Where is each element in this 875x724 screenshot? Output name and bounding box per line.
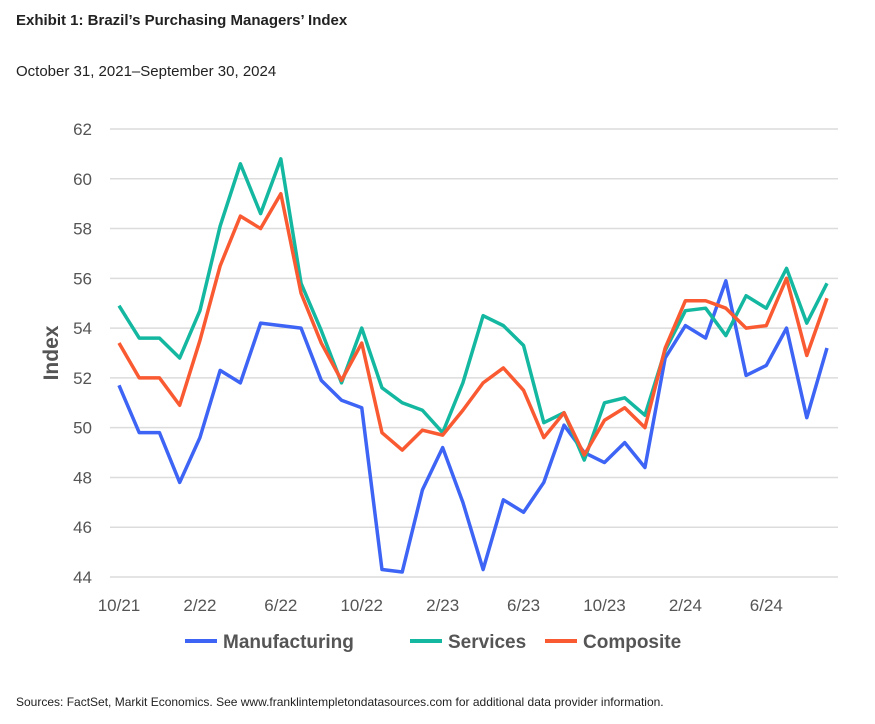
chart-subtitle: October 31, 2021–September 30, 2024: [16, 63, 277, 80]
x-tick-label: 6/24: [750, 596, 783, 615]
y-axis-label: Index: [40, 325, 63, 380]
x-tick-label: 10/21: [98, 596, 141, 615]
series-line-composite: [117, 191, 829, 457]
x-tick-label: 2/23: [426, 596, 459, 615]
x-tick-label: 2/22: [183, 596, 216, 615]
y-tick-label: 58: [73, 220, 92, 239]
x-tick-label: 2/24: [669, 596, 702, 615]
source-note: Sources: FactSet, Markit Economics. See …: [16, 695, 664, 709]
y-tick-label: 52: [73, 369, 92, 388]
y-tick-label: 46: [73, 518, 92, 537]
x-tick-label: 10/22: [340, 596, 383, 615]
chart-title: Exhibit 1: Brazil’s Purchasing Managers’…: [16, 12, 348, 29]
x-tick-label: 6/23: [507, 596, 540, 615]
legend-label: Manufacturing: [223, 632, 354, 653]
y-tick-label: 60: [73, 170, 92, 189]
y-tick-label: 44: [73, 568, 92, 587]
series-line-manufacturing: [117, 279, 829, 574]
series-line-services: [117, 157, 829, 462]
legend-label: Composite: [583, 632, 681, 653]
y-tick-label: 62: [73, 120, 92, 139]
x-tick-label: 6/22: [264, 596, 297, 615]
legend-label: Services: [448, 632, 526, 653]
y-tick-label: 56: [73, 269, 92, 288]
y-tick-label: 50: [73, 419, 92, 438]
x-tick-label: 10/23: [583, 596, 626, 615]
y-tick-label: 48: [73, 468, 92, 487]
y-tick-label: 54: [73, 319, 92, 338]
